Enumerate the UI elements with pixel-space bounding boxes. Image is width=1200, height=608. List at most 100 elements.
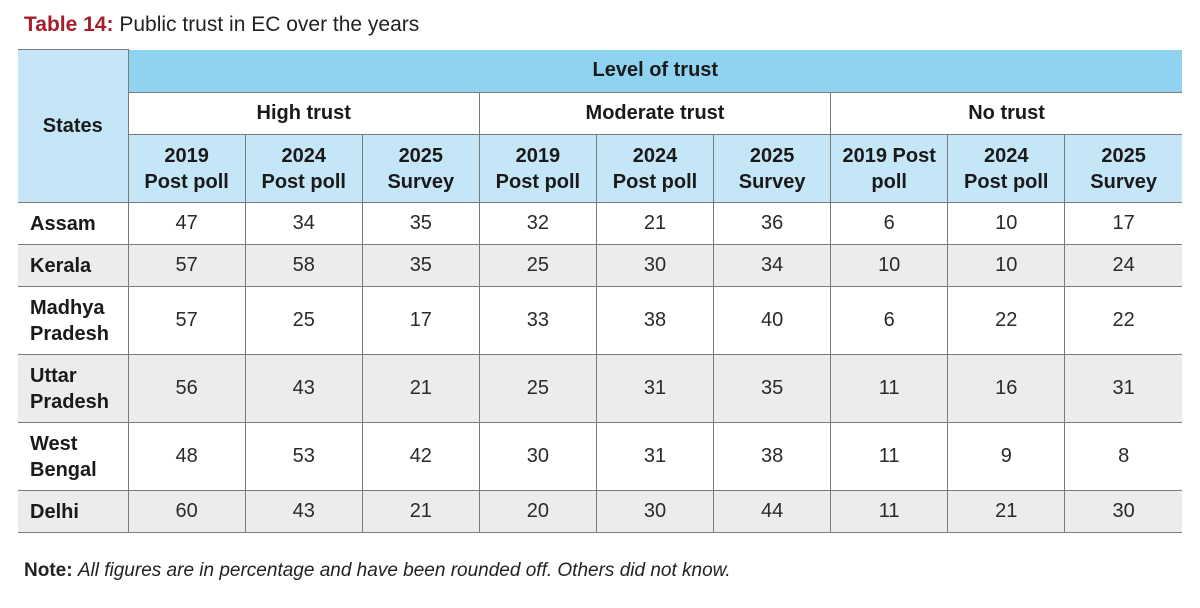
state-name-line: West (30, 432, 78, 455)
column-header: 2025 Survey (713, 134, 832, 203)
table-row: Kerala 57 58 35 25 30 34 10 10 24 (18, 244, 1182, 287)
column-header-line: 2024 (632, 144, 678, 167)
value-cell: 35 (361, 244, 480, 287)
column-header-line: poll (871, 170, 907, 193)
value-cell: 22 (947, 286, 1066, 355)
value-cell: 33 (478, 286, 597, 355)
column-header: 2024 Post poll (947, 134, 1066, 203)
table-number-label: Table 14: (24, 13, 114, 36)
table-title: Table 14: Public trust in EC over the ye… (24, 11, 419, 39)
state-name-line: Bengal (30, 458, 97, 481)
value-cell: 35 (361, 202, 480, 245)
value-cell: 11 (830, 354, 949, 423)
state-name-line: Kerala (30, 254, 92, 277)
column-header-line: Survey (738, 170, 806, 193)
column-header: 2025 Survey (1064, 134, 1182, 203)
state-name-line: Assam (30, 212, 96, 235)
column-header-line: Post poll (261, 170, 346, 193)
value-cell: 25 (478, 244, 597, 287)
state-name-cell: West Bengal (18, 422, 129, 491)
value-cell: 20 (478, 490, 597, 533)
value-cell: 9 (947, 422, 1066, 491)
column-header-line: 2024 (281, 144, 326, 167)
column-header-line: 2025 (749, 144, 795, 167)
value-cell: 30 (478, 422, 597, 491)
value-cell: 10 (947, 202, 1066, 245)
value-cell: 35 (713, 354, 832, 423)
column-header: 2024 Post poll (595, 134, 715, 203)
state-name-cell: Uttar Pradesh (18, 354, 129, 423)
value-cell: 31 (595, 422, 715, 491)
value-cell: 8 (1064, 422, 1182, 491)
value-cell: 48 (127, 422, 246, 491)
states-header: States (18, 49, 129, 203)
value-cell: 30 (595, 244, 715, 287)
value-cell: 30 (595, 490, 715, 533)
value-cell: 58 (244, 244, 363, 287)
value-cell: 38 (595, 286, 715, 355)
level-of-trust-header: Level of trust (127, 49, 1182, 93)
trust-table: States Level of trust High trust Moderat… (18, 49, 1182, 533)
value-cell: 34 (244, 202, 363, 245)
table-row: Uttar Pradesh 56 43 21 25 31 35 11 16 31 (18, 354, 1182, 423)
value-cell: 43 (244, 490, 363, 533)
value-cell: 36 (713, 202, 832, 245)
value-cell: 25 (244, 286, 363, 355)
column-header-line: 2024 (984, 144, 1029, 167)
column-header-line: 2019 (515, 144, 561, 167)
state-name-line: Uttar (30, 364, 77, 387)
value-cell: 57 (127, 286, 246, 355)
value-cell: 21 (361, 354, 480, 423)
value-cell: 53 (244, 422, 363, 491)
value-cell: 42 (361, 422, 480, 491)
note-label: Note: (24, 560, 73, 581)
state-name-cell: Delhi (18, 490, 129, 533)
column-header: 2019 Post poll (830, 134, 949, 203)
table-row: Madhya Pradesh 57 25 17 33 38 40 6 22 22 (18, 286, 1182, 355)
value-cell: 34 (713, 244, 832, 287)
group-header-high-trust: High trust (127, 92, 480, 135)
column-header-line: Survey (1090, 170, 1158, 193)
value-cell: 60 (127, 490, 246, 533)
column-header-line: 2025 (1101, 144, 1146, 167)
value-cell: 10 (830, 244, 949, 287)
group-header-no-trust: No trust (830, 92, 1182, 135)
value-cell: 47 (127, 202, 246, 245)
value-cell: 6 (830, 286, 949, 355)
value-cell: 57 (127, 244, 246, 287)
column-header-line: Survey (387, 170, 455, 193)
value-cell: 21 (947, 490, 1066, 533)
value-cell: 31 (1064, 354, 1182, 423)
column-header-line: 2019 Post (842, 144, 936, 167)
value-cell: 44 (713, 490, 832, 533)
column-header-line: Post poll (495, 170, 581, 193)
table-row: Assam 47 34 35 32 21 36 6 10 17 (18, 202, 1182, 245)
value-cell: 6 (830, 202, 949, 245)
value-cell: 11 (830, 422, 949, 491)
column-header-line: 2019 (164, 144, 209, 167)
value-cell: 40 (713, 286, 832, 355)
column-header: 2019 Post poll (478, 134, 597, 203)
table-title-text: Public trust in EC over the years (119, 13, 420, 36)
value-cell: 11 (830, 490, 949, 533)
table-row: West Bengal 48 53 42 30 31 38 11 9 8 (18, 422, 1182, 491)
column-header: 2024 Post poll (244, 134, 363, 203)
state-name-line: Madhya (30, 296, 105, 319)
table-note: Note: All figures are in percentage and … (24, 558, 731, 584)
value-cell: 17 (1064, 202, 1182, 245)
group-header-moderate-trust: Moderate trust (478, 92, 832, 135)
column-header-line: Post poll (964, 170, 1049, 193)
column-header: 2025 Survey (361, 134, 480, 203)
state-name-line: Delhi (30, 500, 79, 523)
state-name-cell: Assam (18, 202, 129, 245)
value-cell: 38 (713, 422, 832, 491)
value-cell: 31 (595, 354, 715, 423)
table-row: Delhi 60 43 21 20 30 44 11 21 30 (18, 490, 1182, 533)
value-cell: 24 (1064, 244, 1182, 287)
value-cell: 21 (595, 202, 715, 245)
state-name-cell: Madhya Pradesh (18, 286, 129, 355)
value-cell: 10 (947, 244, 1066, 287)
state-name-line: Pradesh (30, 322, 109, 345)
value-cell: 21 (361, 490, 480, 533)
column-header-line: Post poll (612, 170, 698, 193)
